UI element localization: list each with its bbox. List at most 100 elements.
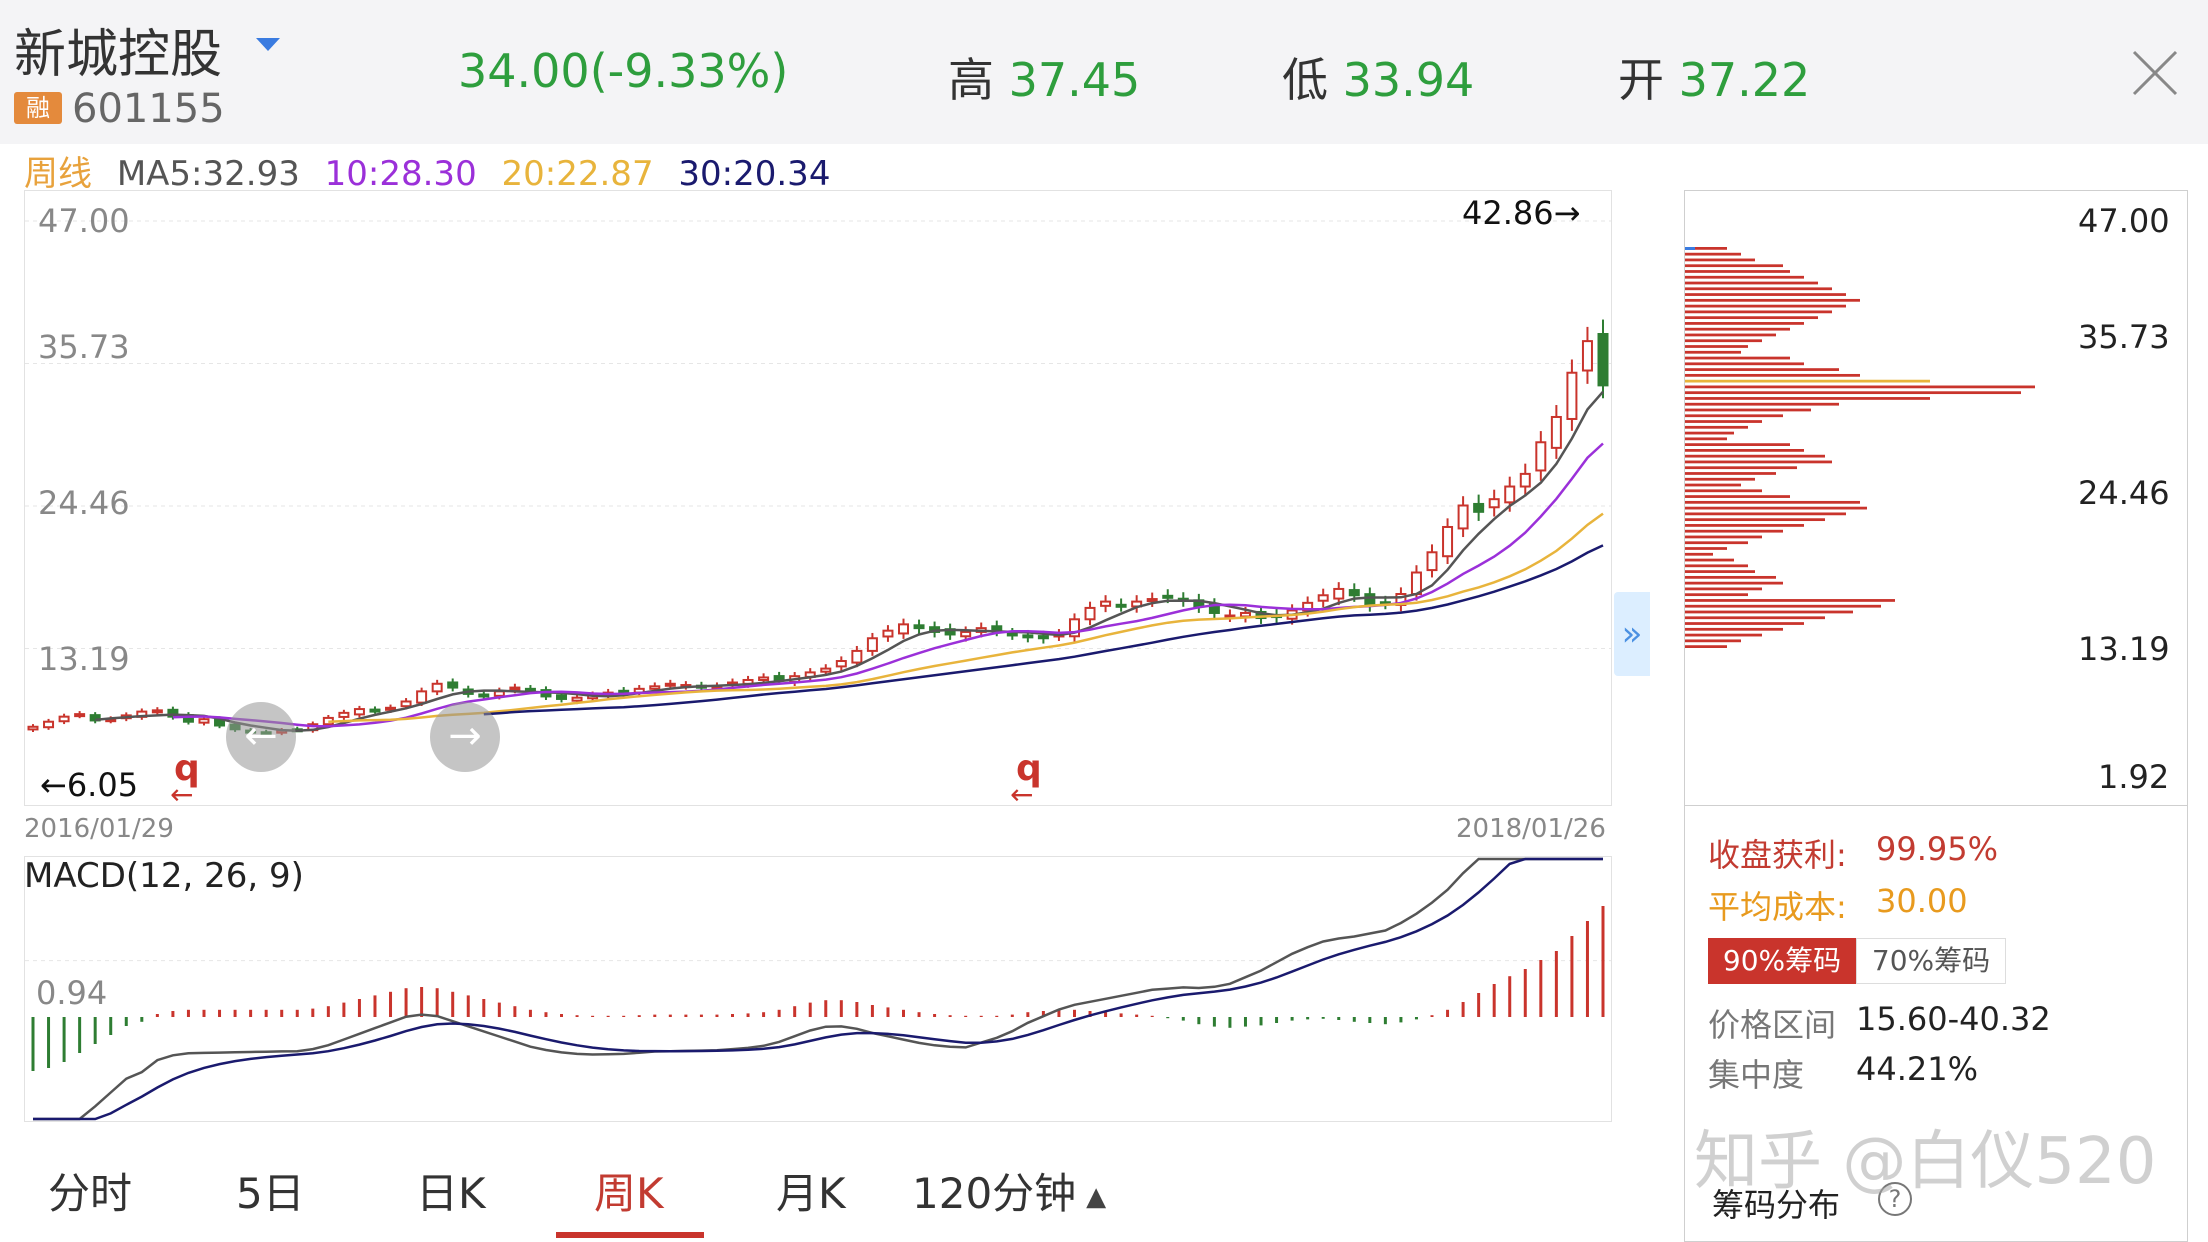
- chip-bar: [1685, 639, 1741, 643]
- chevron-down-icon[interactable]: [256, 38, 280, 51]
- high-value: 37.45: [1008, 53, 1141, 107]
- stock-name[interactable]: 新城控股: [14, 25, 223, 85]
- profit-value: 99.95%: [1876, 830, 1999, 868]
- quote-header: [0, 0, 2208, 144]
- candle: [1519, 463, 1531, 497]
- arrow-marker-2: ←: [1010, 778, 1034, 811]
- chip-bar: [1685, 310, 1832, 314]
- chip-ytick-3: 24.46: [2078, 474, 2170, 512]
- candle: [944, 623, 956, 640]
- chip-bar: [1685, 431, 1734, 435]
- chip-bar: [1685, 529, 1783, 533]
- candle: [338, 709, 350, 720]
- high-label: 高: [948, 53, 994, 107]
- chip-bar: [1685, 362, 1804, 366]
- low-value: 33.94: [1342, 53, 1475, 107]
- candle: [1100, 595, 1112, 613]
- ma30-value: 30:20.34: [678, 154, 831, 194]
- chip-bar: [1685, 593, 1748, 597]
- scroll-left-icon[interactable]: ←: [226, 702, 296, 772]
- kline-chart[interactable]: [25, 191, 1611, 805]
- ma20-line: [328, 512, 1604, 724]
- chip-bar: [1685, 270, 1790, 273]
- chip-bar: [1685, 604, 1881, 608]
- chip-bar: [1685, 293, 1846, 296]
- profit-label: 收盘获利:: [1708, 836, 1847, 874]
- chip-bar: [1685, 633, 1762, 637]
- candle: [43, 718, 55, 730]
- start-date: 2016/01/29: [24, 814, 174, 844]
- chip-bar: [1685, 391, 2021, 395]
- scroll-right-icon[interactable]: →: [430, 702, 500, 772]
- chip-bar: [1685, 264, 1783, 268]
- tab-weekk[interactable]: 周K: [594, 1169, 664, 1218]
- chip-bar: [1685, 322, 1804, 325]
- kline-ytick-1: 47.00: [38, 202, 130, 240]
- chip-bar: [1685, 373, 1860, 377]
- chip-bar: [1685, 512, 1846, 516]
- chip-bar: [1685, 587, 1762, 591]
- ma-legend: 周线 MA5:32.93 10:28.30 20:22.87 30:20.34: [24, 146, 844, 195]
- expand-chips-icon[interactable]: »: [1614, 592, 1650, 676]
- max-price-marker: 42.86→: [1462, 194, 1581, 232]
- current-price-chip-marker: [1685, 247, 1695, 250]
- caret-up-icon: ▲: [1086, 1181, 1107, 1212]
- chip-bar: [1685, 385, 2035, 389]
- chip-bar: [1685, 622, 1804, 625]
- candle: [151, 707, 163, 716]
- macd-title: MACD(12, 26, 9): [24, 856, 304, 896]
- candle: [431, 679, 443, 696]
- candle: [1193, 593, 1205, 613]
- avg-cost-label: 平均成本:: [1708, 888, 1847, 926]
- chip-bar: [1685, 333, 1776, 337]
- chip-bar: [1685, 581, 1783, 585]
- candle: [1255, 605, 1267, 624]
- current-price: 34.00(-9.33%): [458, 44, 788, 98]
- kline-ytick-2: 35.73: [38, 328, 130, 366]
- kline-ytick-4: 13.19: [38, 640, 130, 678]
- tab-monthk[interactable]: 月K: [776, 1169, 846, 1218]
- tab-5day[interactable]: 5日: [236, 1169, 305, 1218]
- candle: [897, 618, 909, 639]
- chip-bar: [1685, 316, 1818, 320]
- candle: [136, 708, 148, 720]
- tab-dayk[interactable]: 日K: [416, 1169, 486, 1218]
- help-icon[interactable]: ?: [1878, 1182, 1912, 1216]
- candle: [1084, 601, 1096, 626]
- candle: [1146, 592, 1158, 607]
- candle: [804, 668, 816, 682]
- kline-chart-frame[interactable]: [24, 190, 1612, 806]
- macd-dea-line: [33, 857, 1603, 1121]
- tab-fenshi[interactable]: 分时: [48, 1169, 133, 1218]
- chip-bar: [1685, 460, 1832, 464]
- chip-footer-label[interactable]: 筹码分布: [1712, 1186, 1841, 1224]
- chip-bar: [1685, 599, 1895, 602]
- chip-bar: [1685, 472, 1776, 475]
- chip-bar: [1685, 252, 1741, 256]
- chip-bar: [1685, 449, 1804, 452]
- chip-bar: [1685, 564, 1748, 568]
- chip-bar: [1685, 466, 1797, 470]
- concentration-label: 集中度: [1708, 1056, 1805, 1094]
- chip-bar: [1685, 547, 1727, 550]
- chip-bar: [1685, 414, 1783, 418]
- chip-distribution-frame: [1684, 190, 2188, 806]
- chip-bar: [1685, 443, 1790, 446]
- candle: [353, 705, 365, 718]
- tab-90-chips[interactable]: 90%筹码: [1708, 938, 1856, 984]
- ma10-value: 10:28.30: [324, 154, 477, 194]
- close-icon[interactable]: [2130, 48, 2180, 98]
- candle: [1006, 627, 1018, 640]
- low-label: 低: [1282, 53, 1328, 107]
- macd-chart-frame[interactable]: [24, 856, 1612, 1122]
- chip-bar: [1685, 627, 1783, 631]
- end-date: 2018/01/26: [1456, 814, 1606, 844]
- tab-70-chips[interactable]: 70%筹码: [1856, 938, 2006, 984]
- chip-bar: [1685, 379, 1930, 383]
- macd-chart[interactable]: [25, 857, 1611, 1121]
- chip-bar: [1685, 506, 1867, 510]
- chip-bar: [1685, 420, 1762, 423]
- tab-120min[interactable]: 120分钟 ▲: [912, 1160, 1106, 1221]
- arrow-marker-1: ←: [170, 778, 194, 811]
- price-range-value: 15.60-40.32: [1856, 1000, 2051, 1038]
